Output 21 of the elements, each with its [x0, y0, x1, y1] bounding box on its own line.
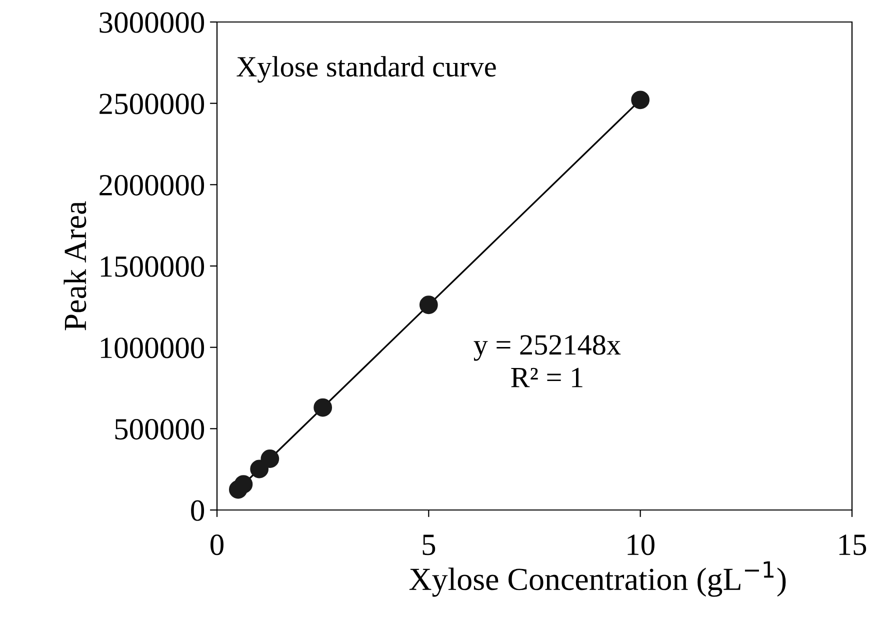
y-tick-label: 500000 — [115, 418, 204, 440]
x-tick-label: 0 — [210, 534, 224, 556]
point — [260, 450, 280, 468]
x-tick-label: 10 — [628, 534, 654, 556]
y-tick-label: 0 — [191, 500, 204, 521]
y-tick-label: 2500000 — [100, 94, 204, 114]
y-tick-label: 3000000 — [100, 12, 204, 33]
y-axis-title: Peak Area — [64, 201, 86, 330]
annotation: y = 252148x R² = 1 — [474, 335, 621, 388]
point — [314, 398, 332, 417]
point — [250, 460, 269, 478]
y-tick-label: 1000000 — [100, 338, 204, 358]
point — [234, 475, 253, 494]
y-tick-label: 2000000 — [100, 174, 204, 196]
x-tick-label: 15 — [839, 534, 866, 556]
x-axis-title: Xylose Concentration (gL$^{−1}$) — [409, 561, 786, 597]
y-tick-label: 1500000 — [100, 256, 204, 277]
point — [419, 296, 438, 314]
x-tick-label: 5 — [422, 534, 436, 556]
point — [631, 90, 650, 110]
annotation: Xylose standard curve — [236, 56, 496, 83]
